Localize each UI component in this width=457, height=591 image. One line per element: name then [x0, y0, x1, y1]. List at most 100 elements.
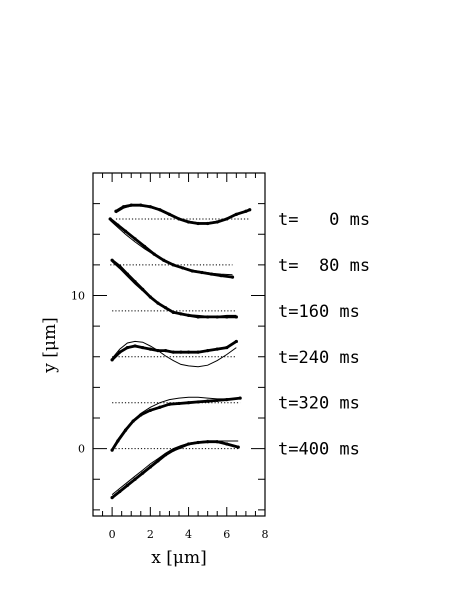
data-point — [167, 212, 172, 216]
series-group — [110, 396, 242, 452]
data-point — [215, 440, 219, 444]
y-tick-label: 0 — [78, 443, 85, 456]
data-point — [196, 440, 200, 445]
data-point — [116, 439, 120, 443]
data-point — [206, 440, 210, 444]
y-axis-title: y [μm] — [40, 317, 60, 373]
data-point — [141, 471, 145, 475]
time-label: t=400 ms — [278, 440, 360, 460]
data-point — [215, 220, 219, 224]
data-point — [156, 349, 160, 353]
data-point — [171, 350, 175, 354]
data-point — [236, 445, 240, 449]
fit-curve — [111, 261, 237, 317]
time-label: t= 0 ms — [278, 210, 370, 230]
data-point — [171, 448, 175, 452]
data-point — [123, 428, 128, 432]
data-point — [171, 310, 175, 314]
data-point — [139, 203, 143, 207]
data-point — [162, 258, 166, 262]
data-point — [158, 405, 162, 409]
data-point — [186, 401, 191, 405]
data-point — [141, 345, 145, 350]
data-point — [206, 399, 210, 403]
data-point — [148, 465, 152, 469]
x-tick-label: 0 — [109, 528, 116, 541]
data-point — [179, 445, 183, 449]
data-point — [116, 223, 120, 227]
data-point — [123, 229, 128, 233]
time-label: t=240 ms — [278, 348, 360, 368]
data-point — [234, 212, 238, 216]
data-point — [110, 358, 114, 362]
data-point — [108, 217, 112, 221]
data-point — [118, 264, 122, 269]
data-point — [158, 208, 162, 212]
data-point — [238, 396, 242, 400]
data-point — [156, 301, 160, 305]
data-point — [156, 459, 160, 463]
data-point — [186, 350, 191, 354]
data-point — [133, 237, 137, 241]
data-point — [110, 496, 114, 500]
x-axis-title: x [μm] — [151, 548, 206, 568]
data-point — [190, 269, 194, 273]
data-point — [234, 339, 238, 344]
data-point — [215, 398, 219, 402]
time-label: t=160 ms — [278, 302, 360, 322]
x-tick-label: 8 — [262, 528, 269, 541]
data-point — [148, 295, 152, 299]
data-point — [177, 217, 181, 221]
time-label: t=320 ms — [278, 394, 360, 414]
data-point — [219, 273, 223, 278]
data-point — [225, 442, 229, 446]
data-point — [148, 408, 152, 412]
data-point — [171, 263, 175, 267]
x-tick-label: 2 — [147, 528, 154, 541]
data-point — [196, 221, 200, 226]
data-point — [215, 347, 219, 351]
data-point — [186, 313, 191, 318]
data-point — [244, 209, 248, 213]
data-point — [234, 315, 238, 319]
x-tick-label: 4 — [185, 528, 192, 541]
data-point — [215, 315, 219, 319]
data-point — [186, 442, 191, 446]
data-point — [248, 208, 252, 212]
data-point — [225, 345, 229, 350]
data-point — [196, 315, 200, 319]
fit-curve — [111, 340, 237, 368]
data-trace — [110, 339, 238, 362]
data-point — [167, 402, 172, 406]
data-point — [225, 217, 229, 221]
data-point — [225, 398, 229, 402]
data-point — [225, 315, 229, 319]
series-group — [110, 440, 240, 500]
data-point — [131, 419, 135, 423]
data-point — [143, 244, 147, 249]
fit-curve — [109, 220, 233, 276]
data-point — [125, 272, 129, 276]
data-point — [133, 477, 137, 481]
data-point — [186, 220, 191, 224]
data-point — [118, 350, 122, 354]
series-group — [110, 258, 238, 319]
data-point — [179, 350, 183, 354]
data-point — [110, 258, 114, 262]
data-point — [148, 347, 152, 351]
data-point — [152, 252, 156, 256]
data-point — [133, 280, 137, 284]
data-point — [121, 205, 126, 209]
data-point — [133, 344, 137, 348]
data-point — [196, 350, 200, 354]
y-tick-label: 10 — [71, 290, 85, 303]
data-point — [206, 315, 210, 319]
data-point — [206, 221, 210, 226]
x-tick-label: 6 — [223, 528, 230, 541]
series-group — [108, 217, 235, 279]
series-group — [114, 203, 252, 226]
data-trace — [110, 440, 240, 500]
data-point — [177, 401, 181, 406]
data-trace — [114, 203, 252, 225]
